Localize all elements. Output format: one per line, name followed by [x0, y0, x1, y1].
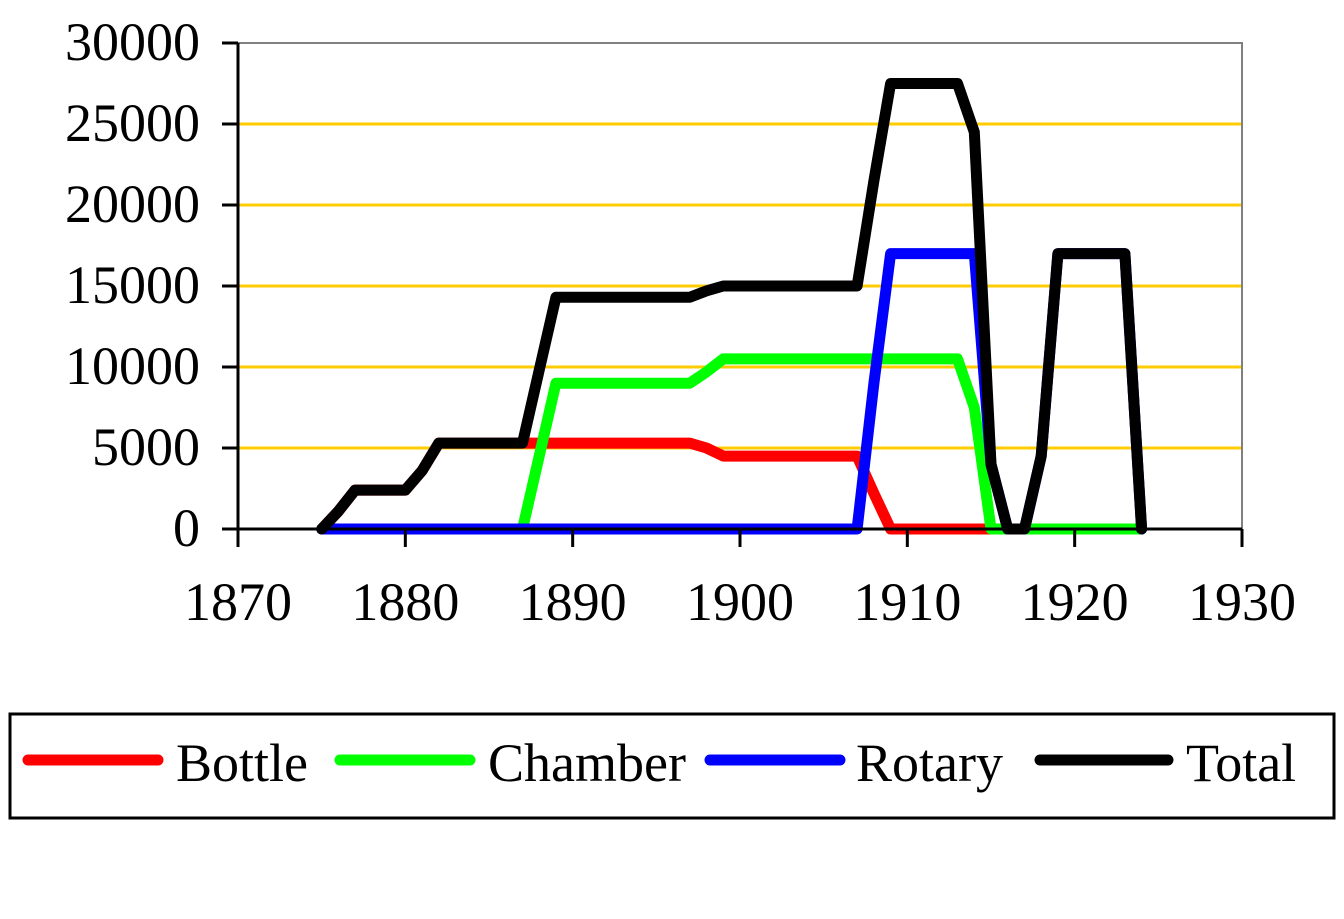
- x-axis-ticks: 1870 1880 1890 1900 1910 1920 1930: [184, 529, 1296, 632]
- y-tick-label-0: 0: [173, 498, 200, 558]
- x-tick-label-1920: 1920: [1021, 572, 1129, 632]
- series-line-total: [316, 78, 1148, 535]
- series-line-bottle: [316, 437, 997, 535]
- legend-label-chamber: Chamber: [488, 733, 686, 793]
- y-tick-label-15000: 15000: [65, 255, 200, 315]
- x-tick-label-1900: 1900: [686, 572, 794, 632]
- legend-box: [8, 712, 1336, 820]
- x-tick-label-1910: 1910: [853, 572, 961, 632]
- legend-label-total: Total: [1186, 733, 1296, 793]
- x-tick-label-1890: 1890: [519, 572, 627, 632]
- series-lines: [316, 78, 1148, 535]
- legend-label-bottle: Bottle: [176, 733, 308, 793]
- series-line-rotary: [316, 248, 1148, 535]
- y-axis-ticks: 0 5000 10000 15000 20000 25000 30000: [65, 12, 238, 558]
- x-tick-label-1880: 1880: [351, 572, 459, 632]
- legend-label-rotary: Rotary: [856, 733, 1003, 793]
- y-tick-label-10000: 10000: [65, 336, 200, 396]
- y-tick-label-20000: 20000: [65, 174, 200, 234]
- y-tick-label-5000: 5000: [92, 417, 200, 477]
- y-tick-label-30000: 30000: [65, 12, 200, 72]
- legend: Bottle Chamber Rotary Total: [8, 712, 1336, 820]
- x-tick-label-1930: 1930: [1188, 572, 1296, 632]
- series-line-chamber: [517, 353, 1148, 535]
- x-tick-label-1870: 1870: [184, 572, 292, 632]
- y-tick-label-25000: 25000: [65, 93, 200, 153]
